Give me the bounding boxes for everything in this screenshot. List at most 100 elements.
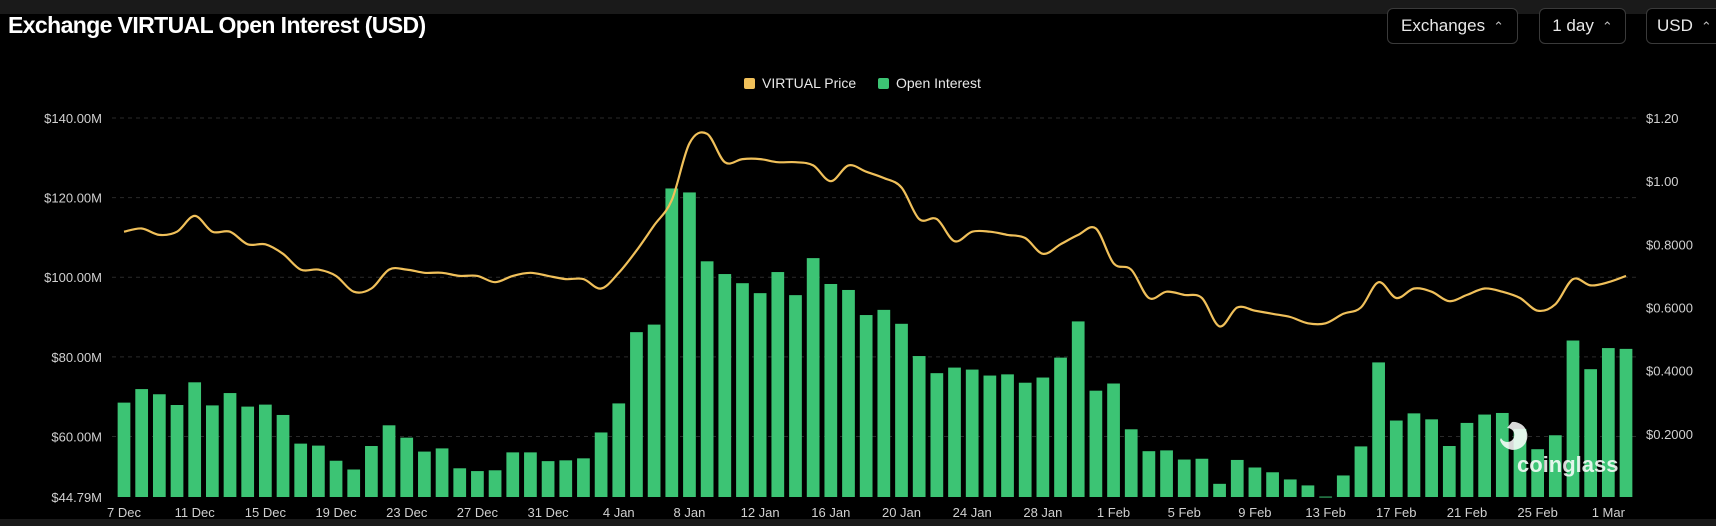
interval-select[interactable]: 1 day ⌃ [1539, 8, 1626, 44]
open-interest-bar[interactable] [1177, 459, 1191, 497]
open-interest-bar[interactable] [259, 404, 272, 497]
open-interest-bar[interactable] [1142, 451, 1156, 497]
open-interest-bar[interactable] [577, 458, 590, 497]
open-interest-bar[interactable] [1301, 485, 1315, 497]
open-interest-bar[interactable] [241, 406, 255, 497]
open-interest-bar[interactable] [594, 432, 608, 497]
bottom-strip [0, 519, 1716, 526]
open-interest-bar[interactable] [365, 446, 378, 497]
open-interest-bar[interactable] [453, 468, 467, 497]
coinglass-watermark: coinglass [1500, 421, 1618, 477]
open-interest-bar[interactable] [294, 443, 308, 497]
open-interest-bar[interactable] [347, 469, 361, 497]
legend-item-price[interactable]: VIRTUAL Price [744, 75, 856, 91]
open-interest-bar[interactable] [930, 373, 944, 497]
open-interest-bar[interactable] [965, 369, 979, 497]
open-interest-bar[interactable] [223, 393, 237, 497]
open-interest-bar[interactable] [559, 460, 573, 497]
open-interest-bar[interactable] [205, 405, 219, 497]
open-interest-bar[interactable] [700, 261, 714, 497]
open-interest-bar[interactable] [1036, 377, 1050, 497]
open-interest-bar[interactable] [806, 258, 820, 497]
open-interest-bar[interactable] [1425, 419, 1438, 497]
open-interest-bar[interactable] [117, 402, 131, 497]
open-interest-bar[interactable] [842, 289, 855, 497]
open-interest-bar[interactable] [1584, 369, 1598, 497]
currency-select[interactable]: USD ⌃ [1646, 8, 1716, 44]
open-interest-bar[interactable] [895, 323, 908, 497]
x-axis-tick-label: 15 Dec [245, 505, 287, 520]
open-interest-bar[interactable] [170, 405, 184, 497]
open-interest-bar[interactable] [276, 414, 290, 497]
open-interest-bar[interactable] [382, 425, 396, 497]
open-interest-bar[interactable] [1566, 340, 1580, 497]
open-interest-bar[interactable] [683, 192, 696, 498]
open-interest-bar[interactable] [789, 295, 802, 497]
open-interest-bar[interactable] [1283, 479, 1297, 497]
open-interest-bar[interactable] [771, 272, 785, 497]
open-interest-bar[interactable] [1548, 435, 1562, 497]
open-interest-bar[interactable] [1407, 413, 1421, 497]
open-interest-bar[interactable] [488, 470, 502, 497]
open-interest-bar[interactable] [541, 461, 555, 497]
open-interest-bar[interactable] [1372, 362, 1385, 497]
open-interest-bar[interactable] [736, 283, 749, 497]
open-interest-bar[interactable] [1018, 382, 1032, 497]
open-interest-bar[interactable] [1478, 414, 1491, 497]
exchanges-select[interactable]: Exchanges ⌃ [1387, 8, 1518, 44]
open-interest-bar[interactable] [1248, 467, 1262, 497]
open-interest-bar[interactable] [1195, 458, 1209, 497]
open-interest-bar[interactable] [718, 274, 732, 497]
legend-item-open-interest[interactable]: Open Interest [878, 75, 981, 91]
open-interest-bar[interactable] [1266, 472, 1279, 497]
open-interest-bar[interactable] [612, 403, 626, 497]
open-interest-bar[interactable] [152, 394, 166, 497]
open-interest-bar[interactable] [329, 460, 343, 497]
open-interest-bar[interactable] [1213, 483, 1226, 497]
open-interest-bar[interactable] [1460, 422, 1474, 497]
open-interest-bar[interactable] [1319, 496, 1332, 498]
legend-price-swatch [744, 78, 755, 89]
open-interest-bar[interactable] [877, 309, 891, 497]
open-interest-bar[interactable] [1089, 390, 1103, 497]
open-interest-bar[interactable] [1619, 348, 1633, 497]
open-interest-bar[interactable] [1071, 321, 1085, 497]
open-interest-bar[interactable] [418, 451, 431, 497]
open-interest-bar[interactable] [1354, 446, 1368, 497]
open-interest-bar[interactable] [1531, 449, 1545, 497]
chevron-updown-icon: ⌃ [1601, 18, 1613, 34]
open-interest-bar[interactable] [1601, 348, 1615, 497]
open-interest-bar[interactable] [1336, 475, 1350, 497]
exchanges-select-label: Exchanges [1400, 16, 1486, 35]
open-interest-bar[interactable] [135, 389, 149, 497]
open-interest-bar[interactable] [983, 375, 997, 497]
open-interest-bar[interactable] [1230, 459, 1244, 497]
open-interest-bar[interactable] [1001, 374, 1014, 497]
open-interest-bar[interactable] [665, 188, 679, 497]
open-interest-bar[interactable] [1495, 412, 1509, 497]
open-interest-bar[interactable] [188, 382, 202, 497]
open-interest-bar[interactable] [1054, 357, 1067, 497]
open-interest-bar[interactable] [1389, 420, 1403, 497]
open-interest-bar[interactable] [948, 367, 961, 497]
open-interest-bar[interactable] [400, 437, 414, 497]
open-interest-bar[interactable] [753, 293, 767, 497]
left-axis-tick-label: $44.79M [51, 490, 102, 505]
open-interest-bar[interactable] [1160, 450, 1173, 497]
open-interest-bar[interactable] [1442, 446, 1456, 497]
open-interest-bar[interactable] [524, 452, 537, 497]
open-interest-bar[interactable] [471, 471, 484, 497]
open-interest-bar[interactable] [435, 448, 449, 497]
open-interest-bar[interactable] [1124, 429, 1138, 497]
x-axis-tick-label: 5 Feb [1168, 505, 1201, 520]
open-interest-bar[interactable] [1107, 383, 1120, 497]
open-interest-bar[interactable] [859, 315, 873, 497]
open-interest-bar[interactable] [824, 283, 838, 497]
open-interest-bar[interactable] [912, 356, 926, 497]
open-interest-bar[interactable] [312, 445, 325, 497]
open-interest-bar[interactable] [647, 324, 661, 497]
open-interest-bar[interactable] [506, 452, 520, 497]
legend-open-interest-swatch [878, 78, 889, 89]
open-interest-bar[interactable] [630, 332, 643, 497]
